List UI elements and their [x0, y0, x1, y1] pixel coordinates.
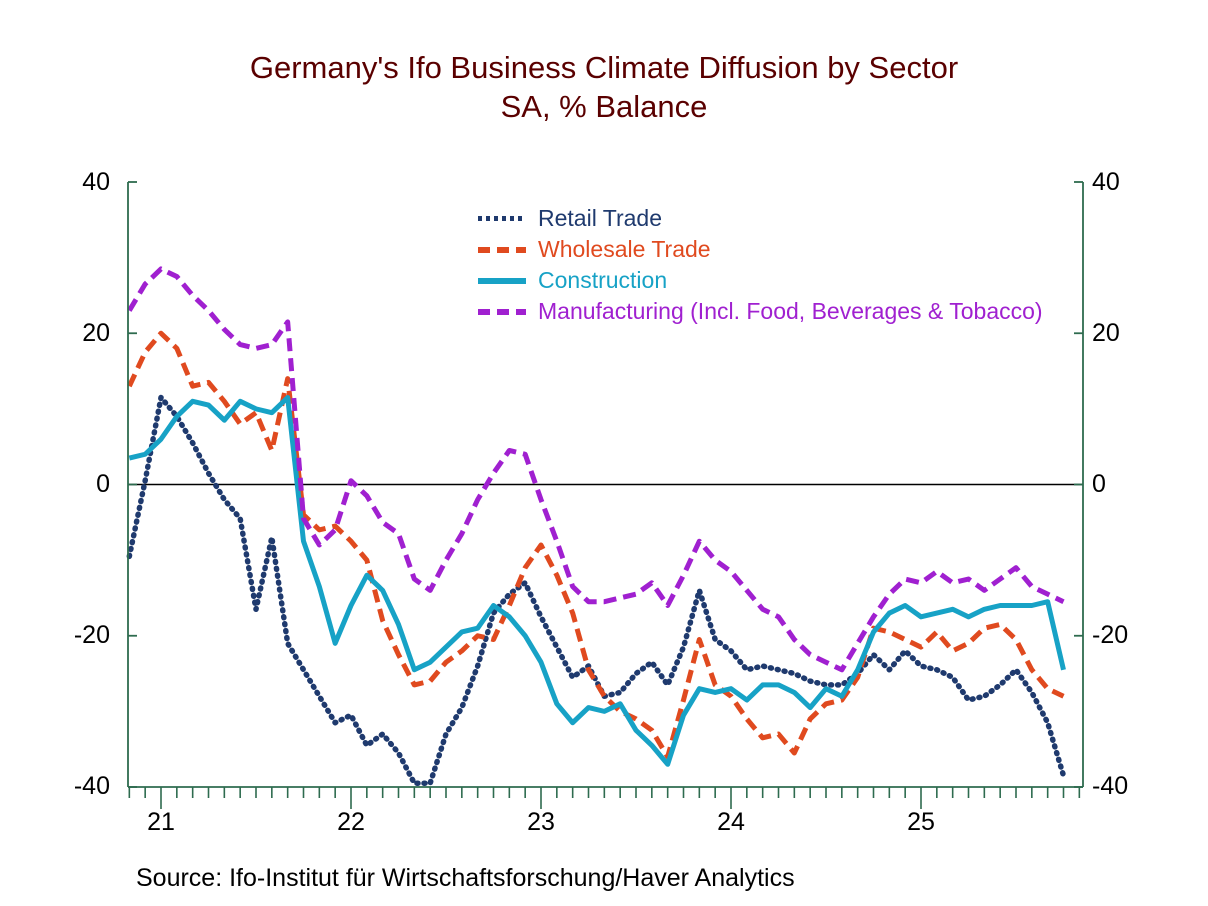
y-axis-label-right-0: 0	[1092, 470, 1106, 498]
legend-swatch-manufacturing	[478, 308, 526, 315]
x-axis-label-22: 22	[337, 808, 365, 836]
y-axis-label-left-m20: -20	[73, 621, 110, 649]
y-axis-label-right-40: 40	[1092, 168, 1120, 196]
legend-label-construction: Construction	[538, 267, 668, 293]
x-axis-label-24: 24	[717, 808, 745, 836]
plot-svg	[126, 266, 1083, 786]
legend-item-manufacturing[interactable]: Manufacturing (Incl. Food, Beverages & T…	[478, 296, 1078, 327]
x-axis-label-25: 25	[907, 808, 935, 836]
y-axis-label-left-m40: -40	[73, 772, 110, 800]
legend-item-retail-trade[interactable]: Retail Trade	[478, 203, 1078, 234]
y-axis-label-right-20: 20	[1092, 319, 1120, 347]
y-axis-label-left-0: 0	[96, 470, 110, 498]
legend: Retail Trade Wholesale Trade Constructio…	[478, 203, 1078, 327]
x-axis-label-23: 23	[527, 808, 555, 836]
series-line-manufacturing-incl-food-beverages-tobacco	[127, 266, 1065, 673]
y-axis-label-left-20: 20	[82, 319, 110, 347]
plot-area	[126, 182, 1083, 787]
legend-swatch-wholesale-trade	[478, 246, 526, 253]
x-axis-label-21: 21	[147, 808, 175, 836]
legend-swatch-construction	[478, 277, 526, 284]
y-axis-label-left-40: 40	[82, 168, 110, 196]
legend-label-wholesale-trade: Wholesale Trade	[538, 236, 711, 262]
source-note: Source: Ifo-Institut für Wirtschaftsfors…	[136, 864, 795, 892]
legend-label-manufacturing: Manufacturing (Incl. Food, Beverages & T…	[538, 298, 1043, 324]
series-line-retail-trade	[126, 394, 1067, 786]
legend-item-wholesale-trade[interactable]: Wholesale Trade	[478, 234, 1078, 265]
series-line-construction	[128, 395, 1066, 767]
legend-item-construction[interactable]: Construction	[478, 265, 1078, 296]
chart-title: Germany's Ifo Business Climate Diffusion…	[0, 48, 1208, 126]
chart-title-line-2: SA, % Balance	[500, 89, 708, 124]
chart-title-line-1: Germany's Ifo Business Climate Diffusion…	[249, 50, 959, 85]
legend-swatch-retail-trade	[478, 216, 526, 221]
y-axis-label-right-m40: -40	[1092, 772, 1129, 800]
legend-label-retail-trade: Retail Trade	[538, 205, 663, 231]
y-axis-label-right-m20: -20	[1092, 621, 1129, 649]
